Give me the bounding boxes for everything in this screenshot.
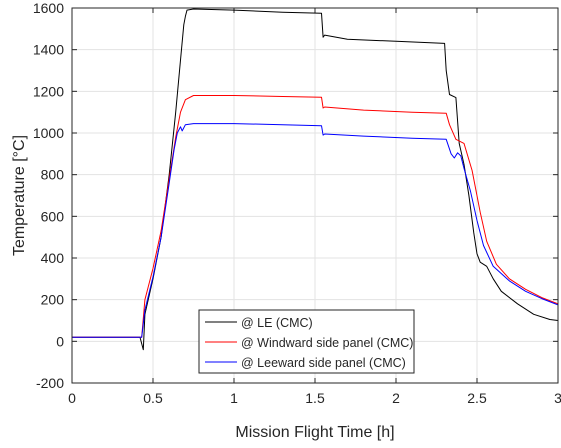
y-axis-label: Temperature [°C] bbox=[11, 135, 28, 256]
x-tick-label: 2 bbox=[392, 390, 400, 406]
y-tick-label: 800 bbox=[41, 167, 65, 183]
y-tick-label: 1400 bbox=[33, 42, 64, 58]
series-line-1 bbox=[72, 95, 559, 338]
y-tick-label: 0 bbox=[56, 333, 64, 349]
ticks: 0 0.5 1 1.5 2 2.5 3-20002004006008001000120014… bbox=[33, 0, 561, 406]
y-tick-label: 1600 bbox=[33, 0, 64, 16]
series-line-2 bbox=[72, 123, 559, 338]
series-line-0 bbox=[72, 8, 559, 351]
x-tick-label: 2.5 bbox=[467, 390, 487, 406]
x-tick-label: 1.5 bbox=[305, 390, 325, 406]
y-tick-label: 1000 bbox=[33, 125, 64, 141]
legend: @ LE (CMC) @ Windward side panel (CMC) @ L… bbox=[198, 309, 415, 374]
x-tick-label: 0 bbox=[68, 390, 76, 406]
series-layer bbox=[72, 8, 559, 351]
legend-label: @ LE (CMC) bbox=[241, 316, 313, 330]
x-axis-label: Mission Flight Time [h] bbox=[235, 424, 394, 441]
x-tick-label: 3 bbox=[554, 390, 561, 406]
legend-label: @ Leeward side panel (CMC) bbox=[241, 356, 406, 370]
y-tick-label: 1200 bbox=[33, 83, 64, 99]
y-tick-label: 600 bbox=[41, 208, 65, 224]
y-tick-label: 200 bbox=[41, 292, 65, 308]
y-tick-label: 400 bbox=[41, 250, 65, 266]
x-tick-label: 1 bbox=[230, 390, 238, 406]
y-tick-label: -200 bbox=[36, 375, 64, 391]
plot-frame bbox=[71, 7, 559, 384]
legend-label: @ Windward side panel (CMC) bbox=[241, 336, 413, 350]
x-tick-label: 0.5 bbox=[143, 390, 163, 406]
